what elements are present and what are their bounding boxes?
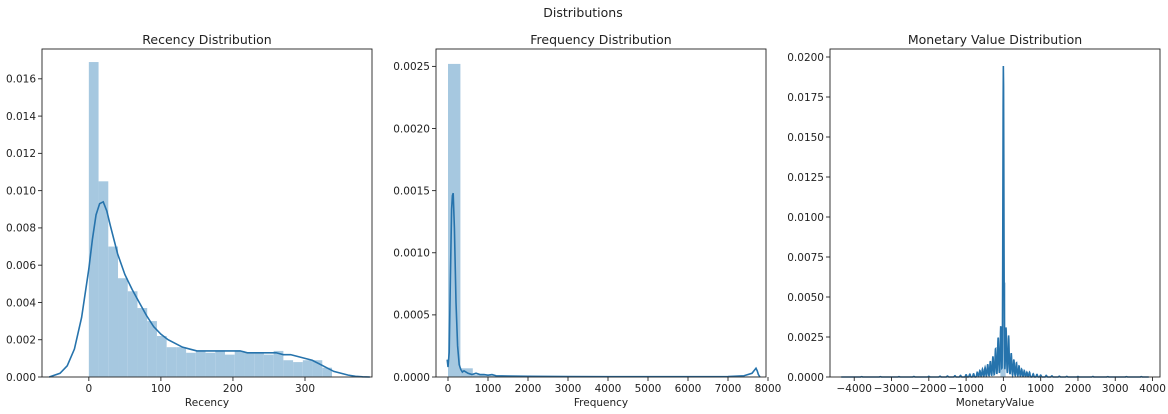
recency-x-tick-label: 200 bbox=[223, 383, 243, 395]
recency-kde-line bbox=[48, 200, 370, 378]
frequency-chart-title: Frequency Distribution bbox=[530, 32, 671, 47]
recency-histogram-bar bbox=[293, 362, 303, 377]
monetary-y-tick-label: 0.0175 bbox=[787, 92, 824, 104]
frequency-x-tick-label: 1000 bbox=[475, 383, 502, 395]
recency-histogram-bar bbox=[156, 336, 167, 377]
monetary-x-axis-label: MonetaryValue bbox=[956, 397, 1035, 409]
recency-histogram-bar bbox=[118, 278, 128, 377]
recency-histogram-bar bbox=[195, 350, 206, 377]
recency-histogram-bar bbox=[166, 347, 177, 377]
monetary-y-tick-label: 0.0100 bbox=[787, 212, 824, 224]
monetary-x-tick-label: −2000 bbox=[911, 383, 947, 395]
recency-x-tick-label: 100 bbox=[151, 383, 171, 395]
recency-y-tick-label: 0.008 bbox=[6, 223, 36, 235]
recency-histogram-bar bbox=[225, 354, 235, 377]
monetary-x-tick-label: −1000 bbox=[948, 383, 984, 395]
recency-y-tick-label: 0.016 bbox=[6, 74, 36, 86]
recency-histogram-bar bbox=[254, 352, 264, 377]
recency-distribution-chart: Recency Distribution Recency 0.000 0.002 0… bbox=[6, 32, 373, 409]
recency-histogram-bar bbox=[98, 181, 109, 377]
recency-y-tick-label: 0.004 bbox=[6, 297, 36, 309]
monetary-y-tick-label: 0.0125 bbox=[787, 172, 824, 184]
recency-chart-title: Recency Distribution bbox=[142, 32, 271, 47]
recency-histogram-bar bbox=[137, 308, 148, 377]
recency-histogram-bar bbox=[205, 352, 216, 377]
recency-x-tick-label: 300 bbox=[295, 383, 315, 395]
recency-histogram-bar bbox=[108, 246, 119, 377]
monetary-x-tick-label: −4000 bbox=[836, 383, 872, 395]
recency-y-tick-label: 0.006 bbox=[6, 260, 36, 272]
recency-histogram-bar bbox=[186, 352, 196, 377]
recency-axes-frame bbox=[41, 48, 373, 378]
frequency-x-tick-label: 5000 bbox=[635, 383, 662, 395]
recency-y-tick-label: 0.000 bbox=[6, 372, 36, 384]
recency-histogram-bar bbox=[244, 352, 255, 377]
frequency-histogram-bar bbox=[472, 374, 486, 377]
monetary-x-tick-label: −3000 bbox=[874, 383, 910, 395]
frequency-x-tick-label: 4000 bbox=[595, 383, 622, 395]
frequency-x-tick-label: 7000 bbox=[715, 383, 742, 395]
recency-x-tick-label: 0 bbox=[85, 383, 92, 395]
frequency-x-tick-label: 6000 bbox=[675, 383, 702, 395]
monetary-value-distribution-chart: Monetary Value Distribution MonetaryValu… bbox=[787, 32, 1166, 409]
frequency-x-tick-label: 3000 bbox=[555, 383, 582, 395]
monetary-y-tick-label: 0.0150 bbox=[787, 132, 824, 144]
monetary-y-tick-label: 0.0000 bbox=[787, 372, 824, 384]
frequency-y-tick-label: 0.0015 bbox=[393, 185, 430, 197]
recency-histogram-bar bbox=[263, 354, 274, 377]
monetary-y-tick-label: 0.0200 bbox=[787, 52, 824, 64]
frequency-y-tick-label: 0.0010 bbox=[393, 248, 430, 260]
monetary-y-tick-label: 0.0025 bbox=[787, 332, 824, 344]
monetary-axes-frame bbox=[829, 48, 1161, 378]
monetary-x-tick-label: 3000 bbox=[1102, 383, 1129, 395]
recency-histogram-bar bbox=[147, 321, 157, 377]
frequency-y-tick-label: 0.0005 bbox=[393, 310, 430, 322]
frequency-x-tick-label: 8000 bbox=[755, 383, 782, 395]
frequency-kde-line bbox=[446, 192, 761, 378]
monetary-kde-line bbox=[841, 66, 1149, 379]
recency-histogram-bar bbox=[176, 347, 187, 377]
frequency-histogram-bar bbox=[485, 375, 498, 377]
recency-y-tick-label: 0.002 bbox=[6, 335, 36, 347]
frequency-x-tick-label: 2000 bbox=[515, 383, 542, 395]
recency-y-tick-label: 0.012 bbox=[6, 148, 36, 160]
frequency-axes-frame bbox=[435, 48, 767, 378]
monetary-x-tick-label: 0 bbox=[1000, 383, 1007, 395]
monetary-y-tick-label: 0.0075 bbox=[787, 252, 824, 264]
figure-suptitle: Distributions bbox=[543, 5, 622, 20]
recency-histogram-bar bbox=[127, 291, 138, 377]
frequency-distribution-chart: Frequency Distribution Frequency 0.0000 0… bbox=[393, 32, 781, 409]
recency-y-tick-label: 0.014 bbox=[6, 111, 36, 123]
frequency-x-axis-label: Frequency bbox=[574, 397, 628, 409]
frequency-y-tick-label: 0.0000 bbox=[393, 372, 430, 384]
frequency-y-tick-label: 0.0025 bbox=[393, 61, 430, 73]
recency-y-tick-label: 0.010 bbox=[6, 185, 36, 197]
monetary-x-tick-label: 1000 bbox=[1027, 383, 1054, 395]
recency-histogram-bar bbox=[273, 350, 284, 377]
frequency-y-tick-label: 0.0020 bbox=[393, 123, 430, 135]
recency-histogram-bar bbox=[215, 350, 226, 377]
recency-histogram-bar bbox=[302, 360, 313, 377]
monetary-x-tick-label: 4000 bbox=[1139, 383, 1166, 395]
recency-histogram-bar bbox=[234, 350, 245, 377]
recency-x-axis-label: Recency bbox=[185, 397, 229, 409]
recency-histogram-bar bbox=[88, 62, 99, 377]
monetary-x-tick-label: 2000 bbox=[1065, 383, 1092, 395]
monetary-y-tick-label: 0.0050 bbox=[787, 292, 824, 304]
recency-histogram-bar bbox=[312, 360, 323, 377]
recency-histogram-bar bbox=[283, 360, 294, 377]
monetary-chart-title: Monetary Value Distribution bbox=[908, 32, 1082, 47]
frequency-x-tick-label: 0 bbox=[445, 383, 452, 395]
recency-histogram-bar bbox=[322, 367, 333, 377]
